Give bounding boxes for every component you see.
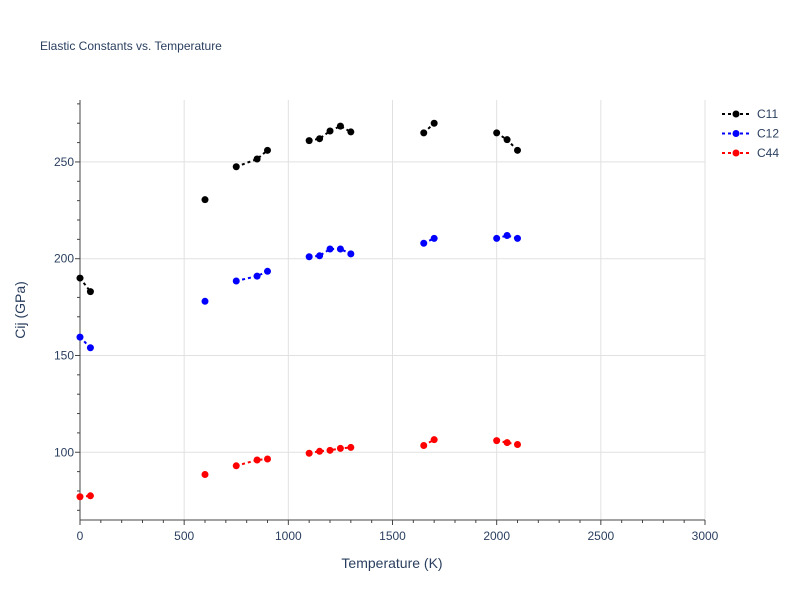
y-tick-label: 100 <box>54 445 74 459</box>
data-point <box>264 267 271 275</box>
data-point <box>253 155 261 163</box>
y-axis-title: Cij (GPa) <box>12 281 28 339</box>
data-point <box>232 462 240 470</box>
data-point <box>201 297 209 305</box>
data-point <box>232 277 240 285</box>
legend-label: C44 <box>757 146 779 160</box>
x-tick-label: 500 <box>174 529 194 543</box>
x-tick-label: 0 <box>77 529 84 543</box>
data-point <box>305 253 313 261</box>
data-point <box>232 163 240 171</box>
y-tick-label: 250 <box>54 155 74 169</box>
series-c11 <box>76 119 521 296</box>
legend-item-c11[interactable]: C11 <box>722 107 778 121</box>
data-point <box>253 272 261 280</box>
data-point <box>420 239 428 247</box>
data-point <box>430 119 438 127</box>
data-point <box>76 333 84 341</box>
data-point <box>514 146 521 154</box>
data-point <box>86 344 94 352</box>
legend-label: C12 <box>757 127 779 141</box>
data-point <box>336 122 344 130</box>
data-point <box>76 274 84 282</box>
plot-area <box>76 119 521 501</box>
data-point <box>503 439 511 447</box>
data-point <box>493 129 501 137</box>
data-point <box>305 449 313 457</box>
series-line <box>235 149 269 168</box>
data-point <box>316 252 324 260</box>
x-tick-label: 3000 <box>692 529 719 543</box>
data-point <box>86 288 94 296</box>
data-point <box>316 447 324 455</box>
chart-title: Elastic Constants vs. Temperature <box>40 39 222 53</box>
data-point <box>493 437 501 445</box>
data-point <box>326 446 334 454</box>
data-point <box>347 443 355 451</box>
data-point <box>336 444 344 452</box>
data-point <box>514 234 521 242</box>
grid <box>80 100 706 520</box>
data-point <box>316 135 324 143</box>
series-c12 <box>76 231 521 352</box>
series-c44 <box>76 436 521 501</box>
legend-label: C11 <box>757 107 778 121</box>
series-line <box>235 458 268 467</box>
y-tick-label: 200 <box>54 252 74 266</box>
data-point <box>326 245 334 253</box>
data-point <box>514 441 521 449</box>
data-point <box>430 436 438 444</box>
data-point <box>503 136 511 144</box>
data-point <box>201 196 209 204</box>
legend-marker <box>732 110 740 118</box>
data-point <box>264 455 271 463</box>
data-point <box>253 456 261 464</box>
x-axis-title: Temperature (K) <box>341 555 442 571</box>
series-line <box>496 234 518 240</box>
axes: 0 500 1000 1500 2000 2500 3000 100 150 200 250 <box>54 100 719 543</box>
data-point <box>420 129 428 137</box>
legend-marker <box>732 130 740 137</box>
data-point <box>493 234 501 242</box>
series-line <box>236 270 268 282</box>
legend[interactable]: C11 C12 C44 <box>722 107 779 160</box>
x-tick-label: 1000 <box>275 529 302 543</box>
data-point <box>326 127 334 135</box>
x-tick-label: 1500 <box>379 529 406 543</box>
data-point <box>347 250 355 258</box>
data-point <box>305 137 313 145</box>
y-tick-label: 150 <box>54 348 74 362</box>
data-point <box>264 146 271 154</box>
series-line <box>308 446 351 455</box>
data-point <box>76 493 84 501</box>
series-line <box>308 125 352 142</box>
data-point <box>347 128 355 136</box>
legend-item-c12[interactable]: C12 <box>722 127 779 141</box>
data-point <box>430 234 438 242</box>
legend-marker <box>732 149 740 157</box>
legend-item-c44[interactable]: C44 <box>722 146 779 160</box>
data-point <box>86 492 94 500</box>
data-point <box>420 441 428 449</box>
data-point <box>503 231 511 239</box>
data-point <box>201 471 209 479</box>
x-tick-label: 2000 <box>483 529 510 543</box>
data-point <box>336 245 344 253</box>
x-tick-label: 2500 <box>587 529 614 543</box>
